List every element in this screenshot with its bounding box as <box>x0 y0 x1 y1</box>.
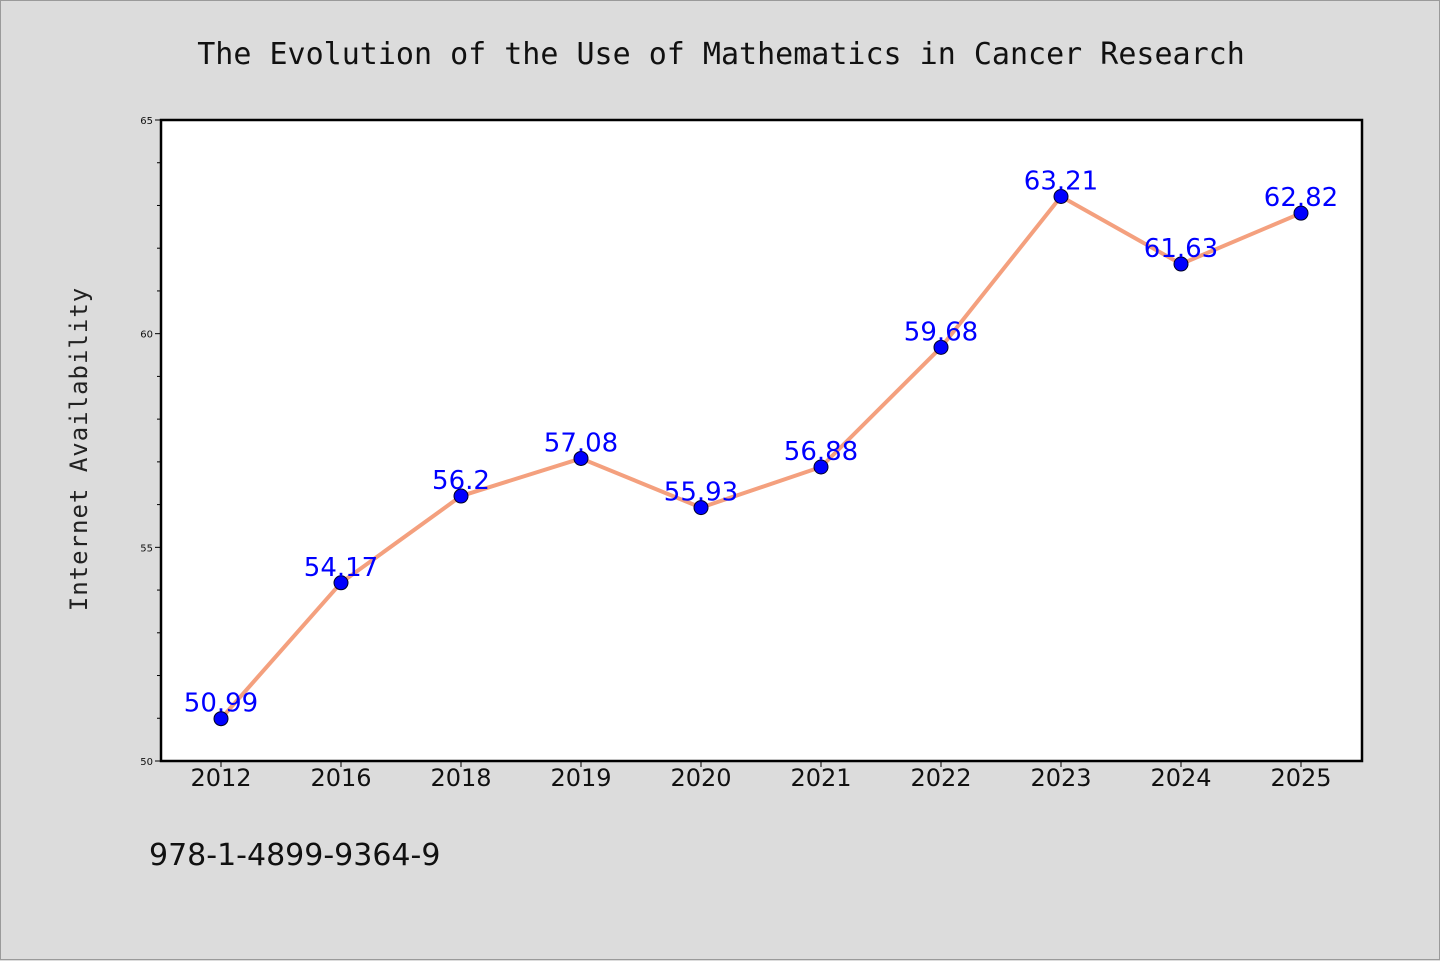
data-point <box>213 711 229 727</box>
x-tick-label: 2016 <box>310 764 371 792</box>
data-point <box>813 459 829 475</box>
chart-title: The Evolution of the Use of Mathematics … <box>197 37 1245 72</box>
data-point <box>693 500 709 516</box>
isbn-text: 978-1-4899-9364-9 <box>149 838 440 873</box>
data-point <box>1173 256 1189 272</box>
x-tick-label: 2018 <box>430 764 491 792</box>
x-tick-label: 2020 <box>670 764 731 792</box>
x-tick-label: 2024 <box>1150 764 1211 792</box>
plot-area <box>159 118 1364 763</box>
data-point <box>1293 205 1309 221</box>
x-tick-label: 2019 <box>550 764 611 792</box>
x-axis-ticks: 2012 2016 2018 2019 2020 2021 2022 2023 2024 2025 <box>190 761 1332 792</box>
y-tick-label: 60 <box>140 330 153 341</box>
x-tick-label: 2023 <box>1030 764 1091 792</box>
data-label: 59.68 <box>904 317 978 347</box>
series-line <box>219 194 1302 721</box>
data-label: 63.21 <box>1024 166 1098 196</box>
series-layer <box>213 188 1309 727</box>
data-label-layer: 50.99 54.17 56.2 57.08 55.93 56.88 59.68 63.21 6… <box>184 166 1338 718</box>
data-point <box>333 575 349 591</box>
y-axis-label: Internet Availability <box>65 287 93 611</box>
x-tick-label: 2022 <box>910 764 971 792</box>
data-label: 56.2 <box>432 466 490 496</box>
data-label: 55.93 <box>664 478 738 508</box>
data-point <box>1053 188 1069 204</box>
data-label: 62.82 <box>1264 183 1338 213</box>
data-label: 56.88 <box>784 437 858 467</box>
y-tick-label: 50 <box>140 757 153 768</box>
data-point <box>453 488 469 504</box>
data-label: 57.08 <box>544 428 618 458</box>
data-point <box>573 450 589 466</box>
data-point <box>933 339 949 355</box>
data-label: 61.63 <box>1144 234 1218 264</box>
x-tick-label: 2021 <box>790 764 851 792</box>
x-tick-label: 2025 <box>1270 764 1331 792</box>
y-tick-label: 55 <box>140 543 153 554</box>
y-axis-ticks: 50 55 60 65 <box>140 116 161 768</box>
x-tick-label: 2012 <box>190 764 251 792</box>
data-label: 50.99 <box>184 689 258 719</box>
data-label: 54.17 <box>304 553 378 583</box>
y-tick-label: 65 <box>140 116 153 127</box>
